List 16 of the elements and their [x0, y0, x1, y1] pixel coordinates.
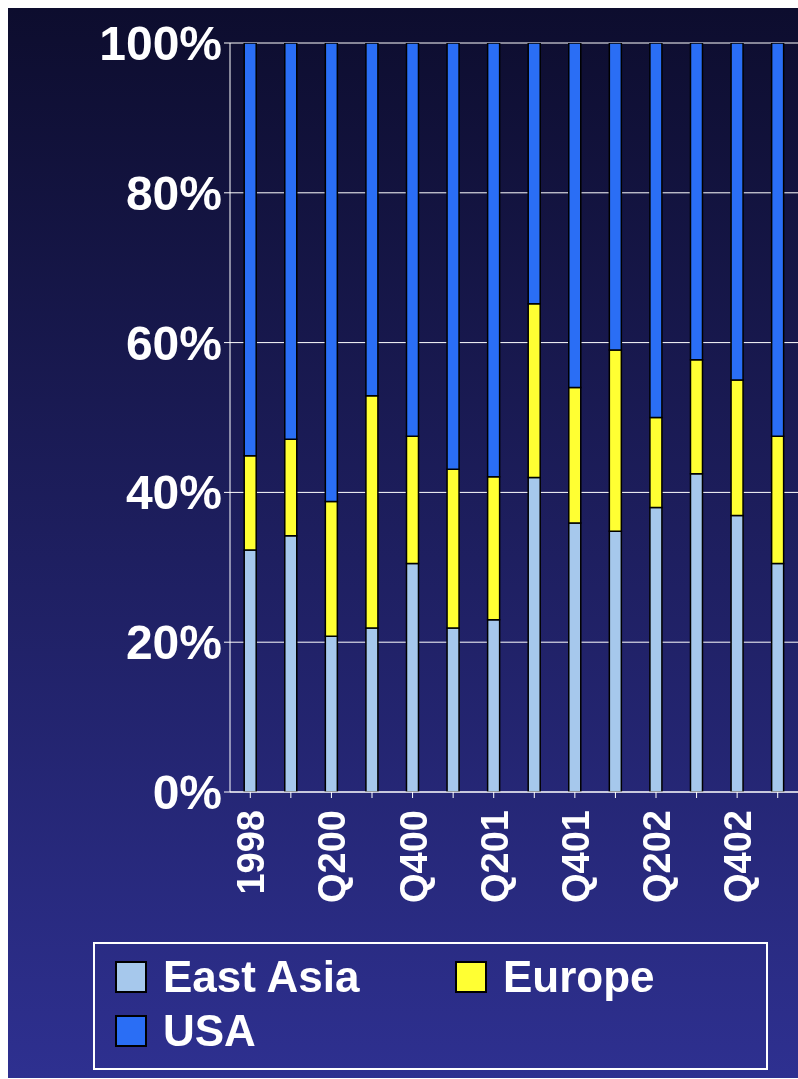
y-tick-label: 40% — [125, 466, 222, 520]
x-tick-label: Q201 — [473, 810, 516, 903]
legend-label: USA — [163, 1006, 256, 1056]
legend-label: East Asia — [163, 952, 360, 1002]
y-tick-label: 0% — [152, 766, 222, 820]
legend-label: Europe — [503, 952, 655, 1002]
y-tick-label: 80% — [125, 166, 222, 220]
x-tick-label: Q202 — [636, 810, 678, 903]
x-tick-label: Q402 — [717, 810, 760, 903]
y-tick-label: 60% — [125, 316, 222, 370]
y-tick-label: 100% — [99, 17, 222, 71]
x-tick-label: Q200 — [311, 810, 354, 903]
x-tick-label: Q401 — [554, 810, 597, 903]
y-tick-label: 20% — [125, 616, 222, 670]
x-tick-label: 1998 — [230, 810, 273, 895]
x-tick-label: Q400 — [392, 810, 435, 903]
